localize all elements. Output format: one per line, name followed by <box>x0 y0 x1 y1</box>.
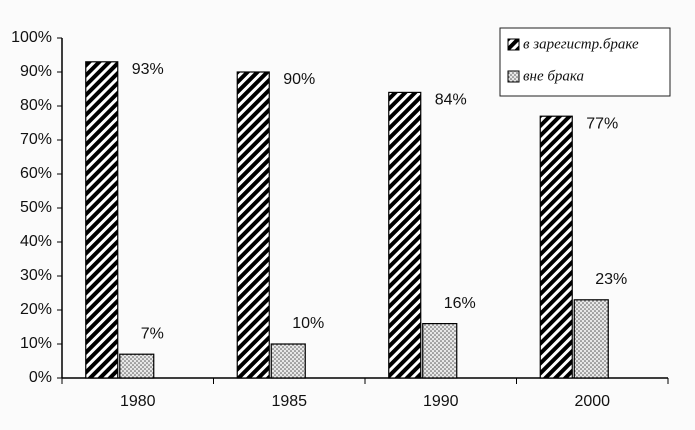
bar <box>573 299 609 379</box>
y-tick-label: 90% <box>20 63 52 80</box>
legend-swatch <box>507 70 520 83</box>
x-tick-label: 1980 <box>120 393 156 410</box>
legend-swatch <box>507 38 520 51</box>
y-tick-label: 50% <box>20 199 52 216</box>
y-tick-label: 100% <box>11 29 52 46</box>
legend-label: вне брака <box>523 68 584 84</box>
y-tick-label: 10% <box>20 335 52 352</box>
y-tick-label: 0% <box>29 369 52 386</box>
bar <box>422 323 458 379</box>
y-tick-label: 20% <box>20 301 52 318</box>
bar <box>539 115 573 379</box>
legend-box <box>499 27 671 97</box>
y-tick-label: 30% <box>20 267 52 284</box>
x-tick-label: 1985 <box>271 393 307 410</box>
y-tick-label: 60% <box>20 165 52 182</box>
value-label: 93% <box>132 61 164 78</box>
value-label: 23% <box>595 271 627 288</box>
bar <box>85 61 119 379</box>
x-tick-label: 2000 <box>574 393 610 410</box>
y-tick-label: 70% <box>20 131 52 148</box>
value-label: 7% <box>141 325 164 342</box>
legend-label: в зарегистр.браке <box>523 36 639 52</box>
y-tick-label: 80% <box>20 97 52 114</box>
y-tick-label: 40% <box>20 233 52 250</box>
value-label: 10% <box>292 315 324 332</box>
bar <box>119 353 155 379</box>
value-label: 77% <box>586 115 618 132</box>
x-tick-label: 1990 <box>423 393 459 410</box>
bar <box>388 91 422 379</box>
bar <box>236 71 270 379</box>
value-label: 84% <box>435 92 467 109</box>
bar <box>270 343 306 379</box>
value-label: 90% <box>283 71 315 88</box>
value-label: 16% <box>444 295 476 312</box>
